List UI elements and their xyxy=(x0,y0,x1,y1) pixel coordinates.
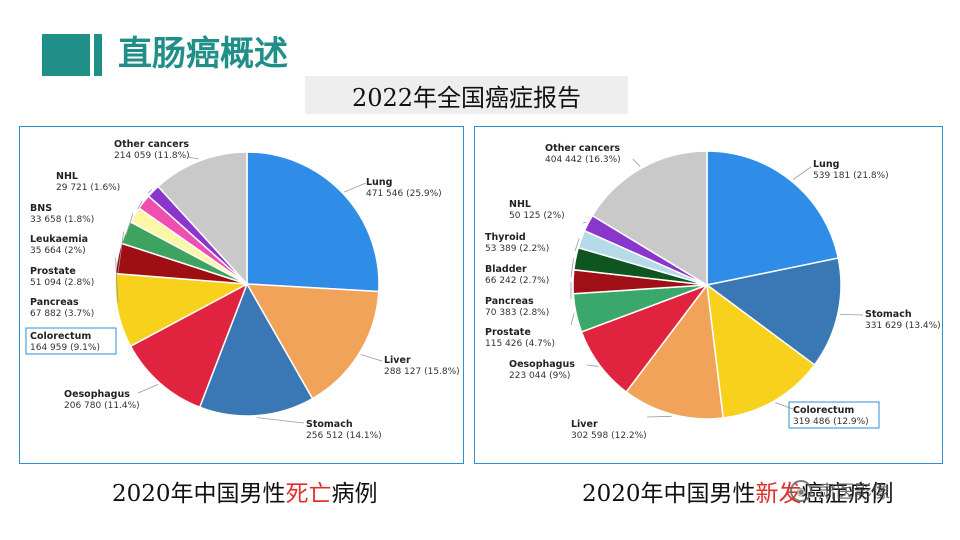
subtitle-box: 2022年全国癌症报告 xyxy=(305,76,628,114)
incidence-label-liver: Liver xyxy=(571,419,598,430)
deaths-leader-other-cancers xyxy=(187,156,199,160)
caption-deaths: 2020年中国男性死亡病例 xyxy=(112,474,378,508)
incidence-value-nhl: 50 125 (2%) xyxy=(509,211,565,221)
deaths-label-oesophagus: Oesophagus xyxy=(64,389,130,400)
incidence-label-prostate: Prostate xyxy=(485,327,531,338)
incidence-label-pancreas: Pancreas xyxy=(485,296,534,307)
deaths-label-other-cancers: Other cancers xyxy=(114,139,189,150)
deaths-value-leukaemia: 35 664 (2%) xyxy=(30,246,86,256)
incidence-value-thyroid: 53 389 (2.2%) xyxy=(485,244,549,254)
deaths-leader-leukaemia xyxy=(125,213,134,236)
chart-panel-deaths: Lung 471 546 (25.9%) Liver 288 127 (15.8%) S… xyxy=(19,126,464,464)
incidence-leader-nhl xyxy=(582,221,587,224)
deaths-value-other-cancers: 214 059 (11.8%) xyxy=(114,151,190,161)
incidence-value-bladder: 66 242 (2.7%) xyxy=(485,276,549,286)
incidence-leader-thyroid xyxy=(574,238,580,252)
deaths-label-liver: Liver xyxy=(384,355,411,366)
incidence-leader-prostate xyxy=(570,313,575,326)
incidence-slice-colorectum xyxy=(706,283,816,419)
deaths-slice-stomach xyxy=(198,282,314,417)
caption-deaths-highlight: 死亡 xyxy=(285,481,332,507)
caption-incidence-prefix: 2020年中国男性 xyxy=(582,481,756,507)
incidence-slice-liver xyxy=(625,283,725,420)
incidence-leader-colorectum xyxy=(775,402,794,410)
incidence-label-thyroid: Thyroid xyxy=(485,232,526,243)
deaths-value-liver: 288 127 (15.8%) xyxy=(384,367,460,377)
incidence-leader-bladder xyxy=(570,258,574,278)
incidence-value-other-cancers: 404 442 (16.3%) xyxy=(545,155,621,165)
deaths-leader-bns xyxy=(137,200,143,210)
watermark: ◉ 肃医影像 xyxy=(790,478,890,504)
incidence-slice-other-cancers xyxy=(591,150,708,287)
incidence-value-stomach: 331 629 (13.4%) xyxy=(865,321,941,331)
deaths-label-stomach: Stomach xyxy=(306,419,353,430)
deaths-slice-oesophagus xyxy=(129,282,249,409)
deaths-slice-other-cancers xyxy=(157,151,248,286)
incidence-value-colorectum: 319 486 (12.9%) xyxy=(793,417,869,427)
incidence-value-pancreas: 70 383 (2.8%) xyxy=(485,308,549,318)
deaths-leader-stomach xyxy=(257,417,305,424)
incidence-label-colorectum: Colorectum xyxy=(793,405,854,416)
deaths-value-pancreas: 67 882 (3.7%) xyxy=(30,309,94,319)
incidence-value-lung: 539 181 (21.8%) xyxy=(813,171,889,181)
incidence-leader-stomach xyxy=(839,314,864,316)
deaths-value-prostate: 51 094 (2.8%) xyxy=(30,278,94,288)
incidence-highlight-box xyxy=(788,401,880,429)
deaths-value-nhl: 29 721 (1.6%) xyxy=(56,183,120,193)
deaths-slice-lung xyxy=(246,151,380,293)
incidence-label-bladder: Bladder xyxy=(485,264,527,275)
deaths-leader-prostate xyxy=(117,231,125,274)
deaths-label-prostate: Prostate xyxy=(30,266,76,277)
deaths-leader-liver xyxy=(360,354,383,362)
deaths-label-colorectum: Colorectum xyxy=(30,331,91,342)
caption-incidence-suffix: 癌症病例 xyxy=(801,481,894,507)
deaths-value-lung: 471 546 (25.9%) xyxy=(366,189,442,199)
incidence-value-prostate: 115 426 (4.7%) xyxy=(485,339,555,349)
deaths-value-stomach: 256 512 (14.1%) xyxy=(306,431,382,441)
title-accent-bar xyxy=(94,34,102,76)
incidence-leader-oesophagus xyxy=(586,364,599,367)
title-accent-block xyxy=(42,34,90,76)
caption-deaths-prefix: 2020年中国男性 xyxy=(112,481,286,507)
report-subtitle: 2022年全国癌症报告 xyxy=(351,83,582,112)
watermark-text: 肃医影像 xyxy=(818,482,890,503)
deaths-value-bns: 33 658 (1.8%) xyxy=(30,215,94,225)
caption-incidence: 2020年中国男性新发癌症病例 xyxy=(582,474,894,508)
deaths-value-oesophagus: 206 780 (11.4%) xyxy=(64,401,140,411)
incidence-label-stomach: Stomach xyxy=(865,309,912,320)
incidence-leader-other-cancers xyxy=(632,158,641,167)
incidence-leader-lung xyxy=(792,166,812,180)
incidence-leader-liver xyxy=(646,415,672,418)
deaths-leader-lung xyxy=(344,182,367,193)
incidence-slice-stomach xyxy=(705,257,842,366)
deaths-label-bns: BNS xyxy=(30,203,52,214)
deaths-highlight-box xyxy=(25,327,117,355)
caption-deaths-suffix: 病例 xyxy=(331,481,378,507)
incidence-label-lung: Lung xyxy=(813,159,839,170)
deaths-label-leukaemia: Leukaemia xyxy=(30,234,88,245)
deaths-leader-nhl xyxy=(147,189,153,194)
deaths-label-lung: Lung xyxy=(366,177,392,188)
incidence-label-oesophagus: Oesophagus xyxy=(509,359,575,370)
incidence-slice-lung xyxy=(706,150,840,286)
incidence-label-other-cancers: Other cancers xyxy=(545,143,620,154)
deaths-value-colorectum: 164 959 (9.1%) xyxy=(30,343,100,353)
deaths-label-nhl: NHL xyxy=(56,171,78,182)
deaths-slice-liver xyxy=(245,283,380,400)
page-title: 直肠癌概述 xyxy=(118,34,288,74)
deaths-leader-oesophagus xyxy=(137,384,159,394)
chart-panel-incidence: Lung 539 181 (21.8%) Stomach 331 629 (13.4%… xyxy=(474,126,943,464)
deaths-label-pancreas: Pancreas xyxy=(30,297,79,308)
wechat-icon: ◉ xyxy=(790,480,812,502)
deaths-leader-pancreas xyxy=(115,257,119,304)
incidence-value-oesophagus: 223 044 (9%) xyxy=(509,371,570,381)
incidence-label-nhl: NHL xyxy=(509,199,531,210)
incidence-value-liver: 302 598 (12.2%) xyxy=(571,431,647,441)
